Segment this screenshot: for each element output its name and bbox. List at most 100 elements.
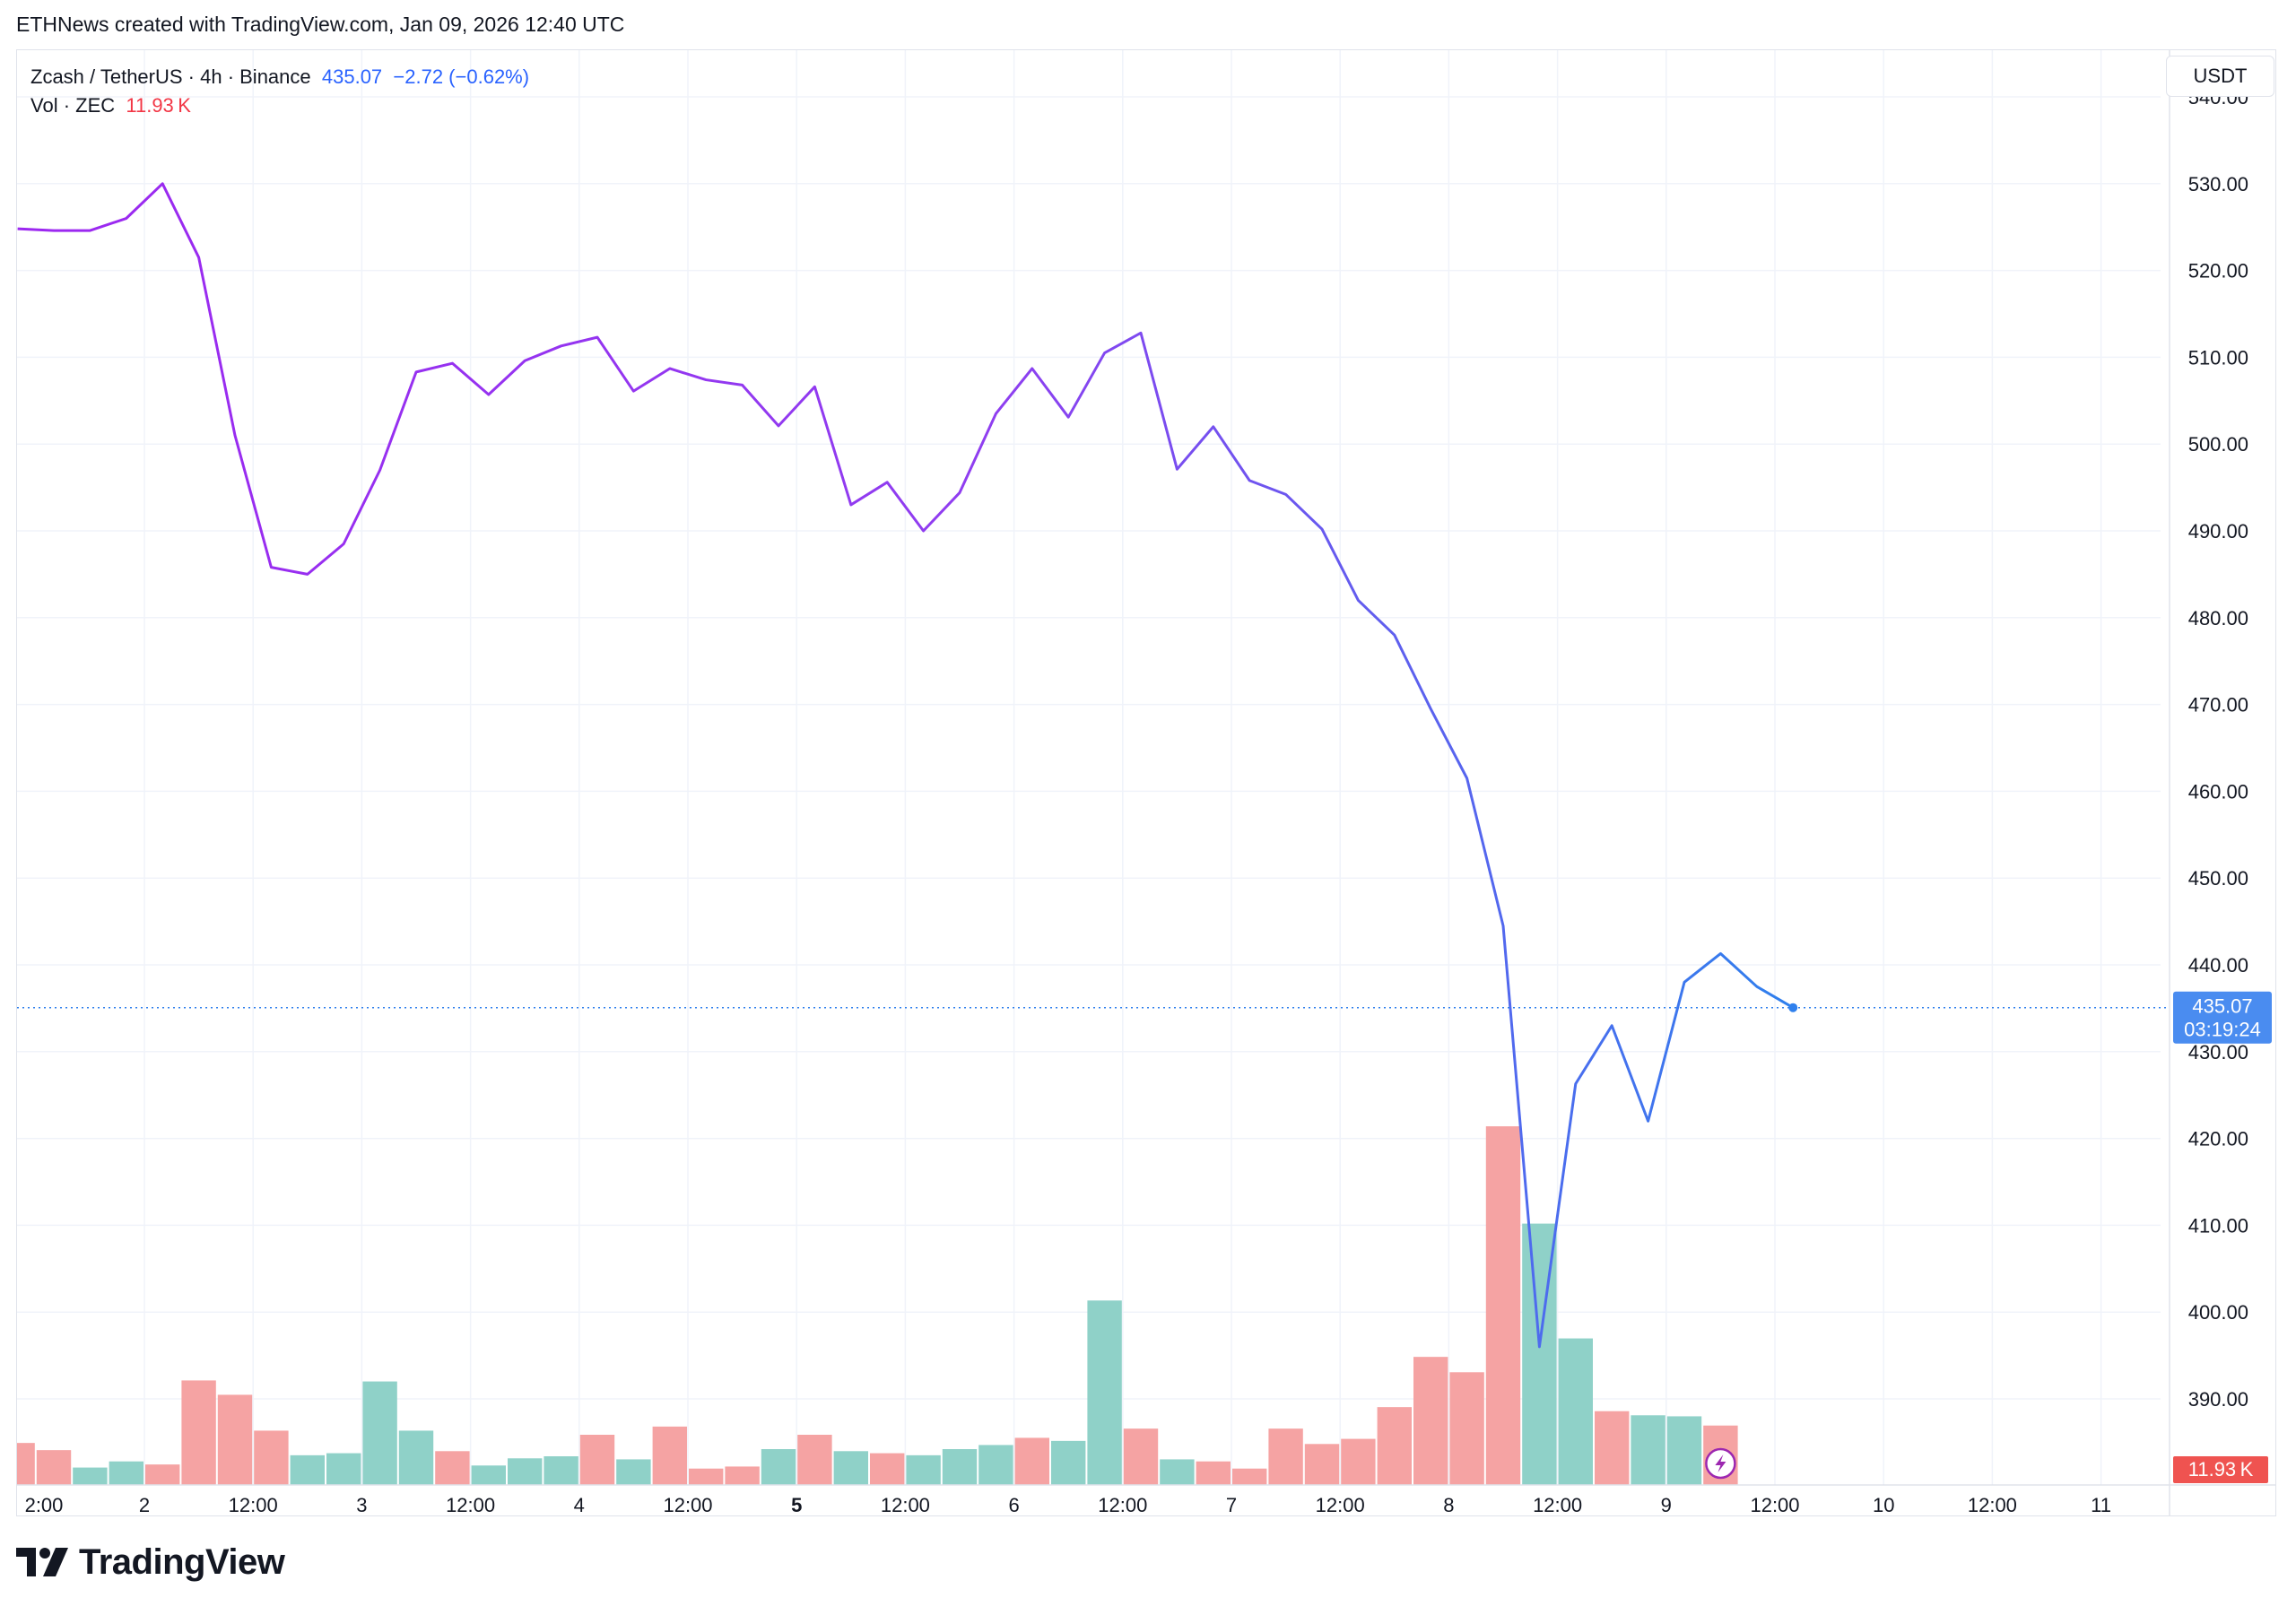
- last-price: 435.07: [321, 65, 383, 88]
- time-tick-label: 10: [1873, 1494, 1894, 1515]
- grid-lines: [17, 50, 2161, 1485]
- volume-bar: [579, 1435, 615, 1485]
- price-tick-label: 450.00: [2188, 867, 2248, 890]
- price-tick-label: 480.00: [2188, 607, 2248, 630]
- volume-bar: [1449, 1372, 1484, 1485]
- price-tick-label: 430.00: [2188, 1041, 2248, 1064]
- tradingview-logo-icon: [16, 1548, 68, 1576]
- volume-bar: [326, 1453, 361, 1485]
- volume-bar: [1232, 1468, 1267, 1485]
- price-change: −2.72 (−0.62%): [393, 65, 530, 88]
- time-tick-label: 12:00: [1533, 1494, 1582, 1515]
- bar-countdown-label: 03:19:24: [2184, 1019, 2261, 1041]
- symbol-title: Zcash / TetherUS · 4h · Binance: [30, 65, 311, 88]
- volume-label: Vol · ZEC: [30, 94, 116, 117]
- time-tick-label: 2: [139, 1494, 150, 1515]
- volume-bar: [145, 1464, 180, 1485]
- price-line: [17, 182, 1794, 1349]
- chart-panel[interactable]: 540.00 530.00 520.00 510.00 500.00 490.00 480.…: [16, 49, 2276, 1516]
- chart-caption: ETHNews created with TradingView.com, Ja…: [16, 13, 625, 36]
- currency-button[interactable]: USDT: [2166, 56, 2274, 97]
- price-axis[interactable]: 540.00530.00520.00510.00500.00490.00480.…: [2169, 50, 2248, 1515]
- time-tick-label: 5: [791, 1494, 802, 1515]
- price-tick-label: 520.00: [2188, 260, 2248, 282]
- volume-bar: [761, 1449, 796, 1485]
- volume-bar: [1051, 1440, 1086, 1485]
- volume-bar: [1087, 1300, 1122, 1485]
- volume-bar: [725, 1466, 760, 1485]
- time-tick-label: 12:00: [1098, 1494, 1147, 1515]
- price-tick-label: 410.00: [2188, 1214, 2248, 1237]
- symbol-legend-row[interactable]: Zcash / TetherUS · 4h · Binance 435.07 −…: [30, 63, 529, 91]
- price-tick-label: 440.00: [2188, 954, 2248, 977]
- volume-bar: [616, 1459, 651, 1485]
- time-tick-label: 2:00: [25, 1494, 64, 1515]
- price-tick-label: 460.00: [2188, 780, 2248, 803]
- volume-bar: [290, 1454, 325, 1485]
- last-price-label: 435.07: [2192, 995, 2252, 1018]
- volume-bar: [1377, 1407, 1412, 1485]
- volume-legend-row[interactable]: Vol · ZEC 11.93 K: [30, 91, 529, 120]
- lightning-icon[interactable]: [1705, 1447, 1736, 1480]
- volume-bar: [1014, 1437, 1049, 1485]
- time-tick-label: 11: [2091, 1494, 2111, 1515]
- volume-bar: [544, 1456, 578, 1485]
- time-axis[interactable]: 2:00 2 12:00 3 12:00 4 12:00 5 12:00 6 12:00 7 12:00…: [17, 1484, 2275, 1515]
- volume-bar: [1123, 1428, 1159, 1485]
- brand-logo[interactable]: TradingView: [16, 1541, 285, 1584]
- chart-legend[interactable]: Zcash / TetherUS · 4h · Binance 435.07 −…: [30, 63, 529, 120]
- volume-bar: [1485, 1126, 1521, 1485]
- volume-bar: [508, 1458, 543, 1485]
- time-tick-label: 12:00: [1316, 1494, 1365, 1515]
- volume-bar: [652, 1426, 687, 1485]
- volume-bar: [797, 1435, 832, 1485]
- volume-bar: [1341, 1438, 1376, 1485]
- price-chart[interactable]: 540.00530.00520.00510.00500.00490.00480.…: [17, 50, 2275, 1515]
- time-tick-label: 9: [1661, 1494, 1672, 1515]
- volume-bar: [1304, 1444, 1340, 1485]
- volume-bar: [36, 1450, 72, 1485]
- time-tick-label: 6: [1008, 1494, 1019, 1515]
- volume-bar: [1413, 1357, 1448, 1485]
- volume-bar: [689, 1468, 724, 1485]
- price-tick-label: 420.00: [2188, 1128, 2248, 1150]
- volume-bar: [906, 1454, 941, 1485]
- volume-bar: [1268, 1428, 1303, 1485]
- volume-bar: [1558, 1338, 1593, 1485]
- price-tick-label: 490.00: [2188, 520, 2248, 543]
- time-tick-label: 7: [1226, 1494, 1237, 1515]
- price-line-layer: [17, 182, 2170, 1349]
- time-tick-label: 3: [356, 1494, 367, 1515]
- price-tick-label: 400.00: [2188, 1301, 2248, 1324]
- volume-bar: [398, 1430, 434, 1485]
- time-tick-label: 4: [574, 1494, 585, 1515]
- price-tick-label: 500.00: [2188, 433, 2248, 456]
- last-volume-label-box: [2173, 1456, 2268, 1483]
- last-price-label-box: [2173, 991, 2272, 1044]
- volume-bar: [833, 1451, 868, 1485]
- volume-bar: [435, 1451, 470, 1485]
- volume-bar: [73, 1467, 108, 1485]
- volume-value: 11.93 K: [126, 94, 191, 117]
- volume-bar: [109, 1461, 144, 1485]
- time-tick-label: 12:00: [1968, 1494, 2017, 1515]
- lightning-icon-bolt: [1715, 1454, 1726, 1472]
- price-tick-label: 510.00: [2188, 346, 2248, 369]
- volume-bar: [1666, 1416, 1702, 1485]
- price-tick-label: 390.00: [2188, 1388, 2248, 1411]
- volume-bar: [254, 1430, 289, 1485]
- volume-bar: [1196, 1461, 1231, 1485]
- time-tick-label: 12:00: [446, 1494, 495, 1515]
- last-volume-label: 11.93 K: [2188, 1458, 2254, 1480]
- volume-bar: [362, 1381, 397, 1485]
- volume-bar: [471, 1465, 506, 1485]
- volume-bar: [870, 1453, 905, 1485]
- price-tick-label: 470.00: [2188, 694, 2248, 716]
- time-tick-label: 8: [1443, 1494, 1454, 1515]
- time-tick-label: 12:00: [881, 1494, 930, 1515]
- volume-bar: [217, 1394, 253, 1485]
- volume-bar: [942, 1449, 978, 1485]
- volume-bars: [17, 1126, 1738, 1485]
- volume-bar: [1631, 1415, 1665, 1485]
